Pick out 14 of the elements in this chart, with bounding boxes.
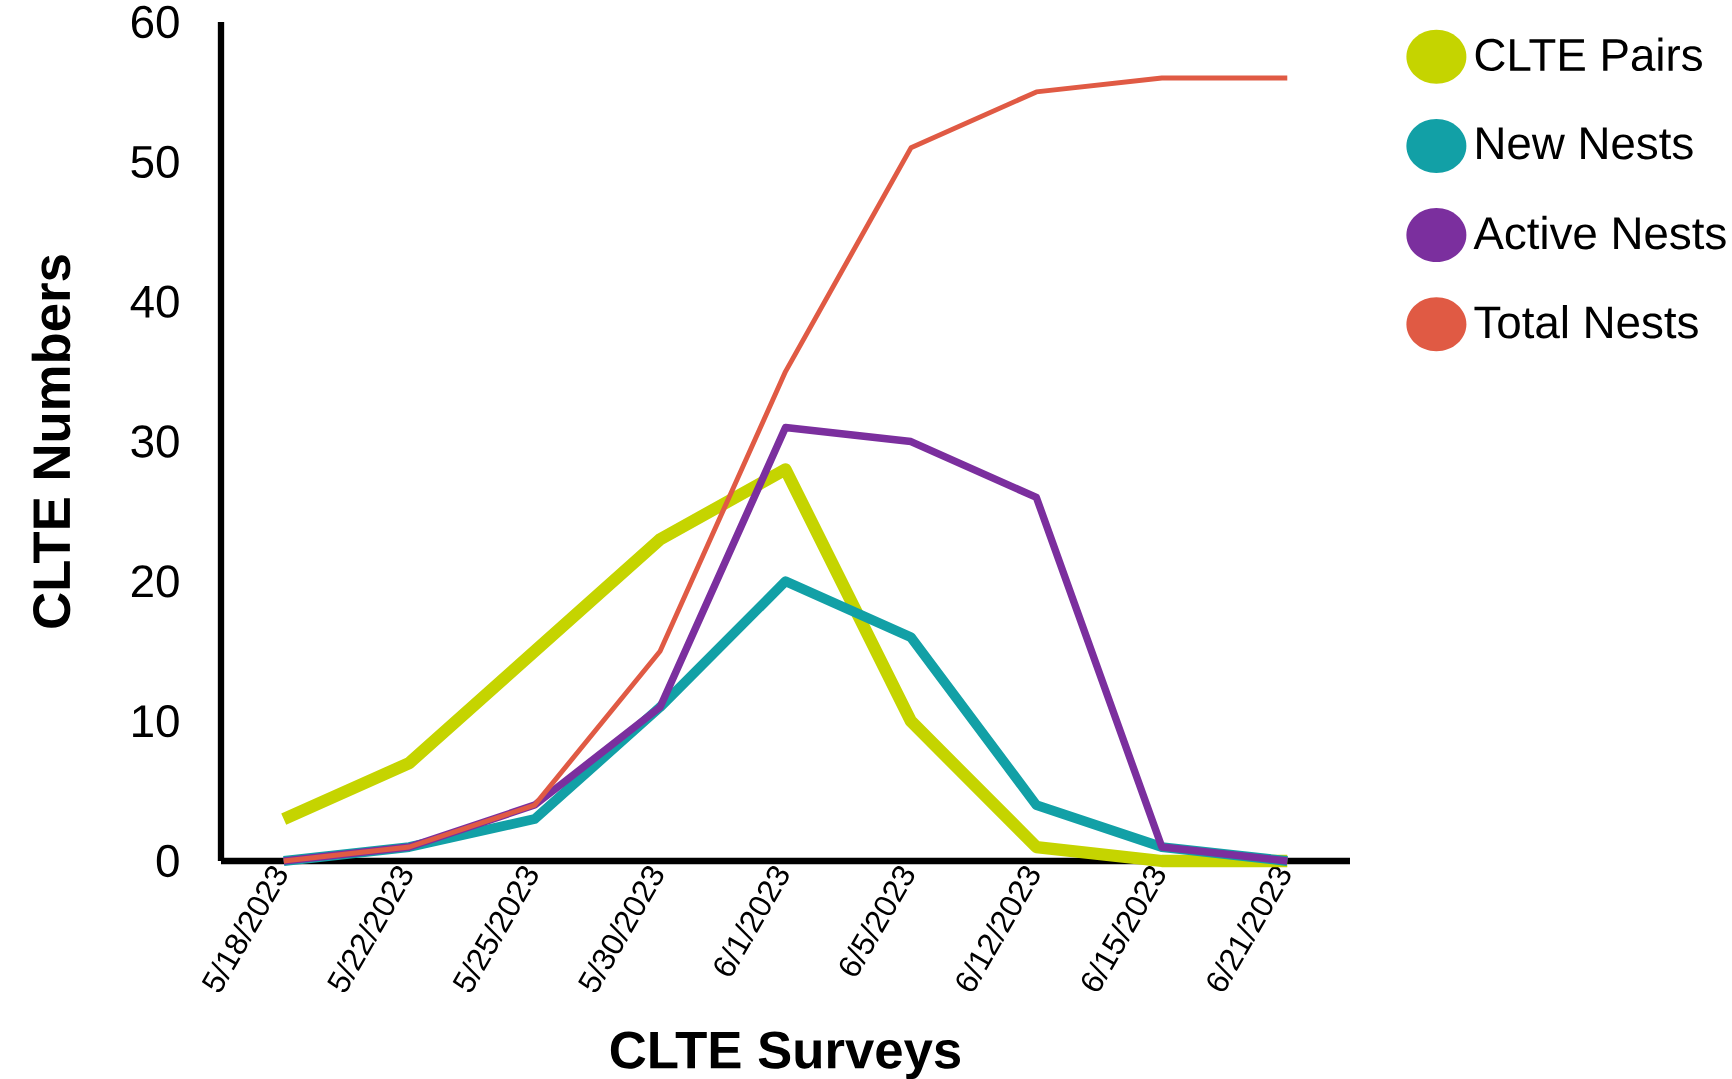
legend-label: CLTE Pairs — [1475, 37, 1702, 72]
legend-label: New Nests — [1477, 127, 1693, 160]
y-tick-label: 40 — [130, 285, 179, 318]
y-tick-label: 0 — [156, 844, 179, 878]
y-tick-label: 30 — [131, 425, 179, 458]
y-tick-label: 10 — [133, 704, 179, 738]
y-axis-title: CLTE Numbers — [31, 255, 71, 628]
y-tick-label: 50 — [131, 145, 179, 179]
legend-label: Total Nests — [1474, 304, 1698, 339]
legend-label: Active Nests — [1473, 215, 1726, 250]
x-axis-title: CLTE Surveys — [610, 1031, 961, 1079]
y-tick-label: 20 — [131, 565, 179, 598]
line-series — [281, 75, 1290, 864]
y-tick-label: 60 — [131, 5, 179, 39]
